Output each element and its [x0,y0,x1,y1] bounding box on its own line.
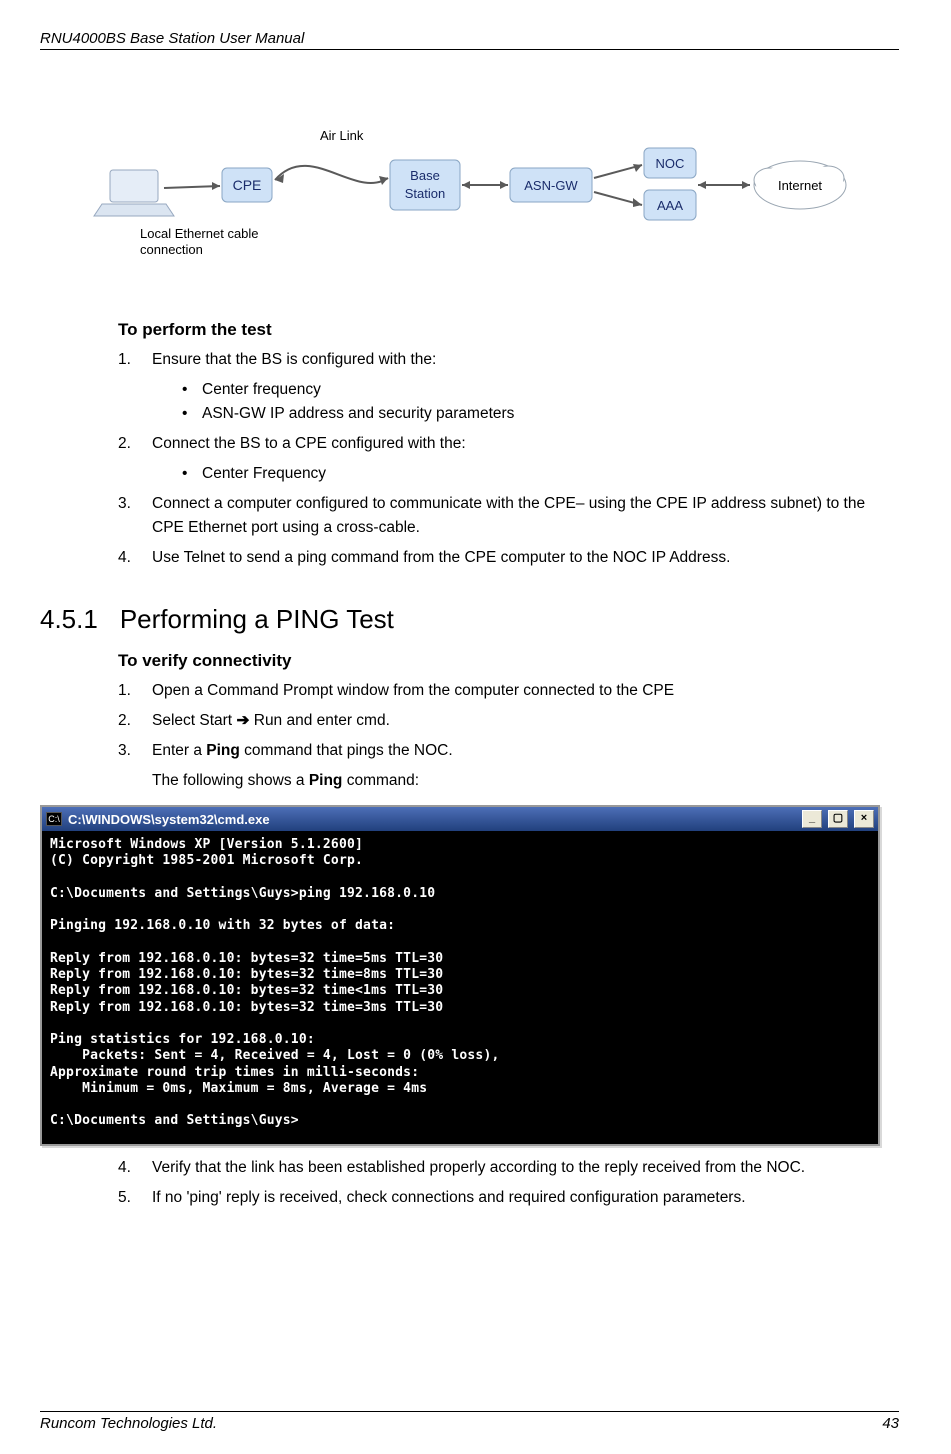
list-item: 2.Select Start ➔ Run and enter cmd. [118,709,899,733]
diagram-node-cpe: CPE [232,177,261,193]
diagram-node-internet: Internet [777,178,821,193]
list-item: 1.Ensure that the BS is configured with … [118,348,899,426]
header-rule [40,49,899,50]
ping-bold: Ping [206,742,240,759]
section-title: Performing a PING Test [120,604,394,635]
step-text: Verify that the link has been establishe… [152,1159,805,1176]
step-text: Ensure that the BS is configured with th… [152,351,436,368]
list-item: 4.Use Telnet to send a ping command from… [118,546,899,570]
list-item: 3.Connect a computer configured to commu… [118,492,899,540]
heading-perform-test: To perform the test [118,320,899,340]
cmd-window: C:\ C:\WINDOWS\system32\cmd.exe _ ▢ × Mi… [40,805,880,1146]
diagram-node-bs1: Base [410,168,440,183]
cmd-output: Microsoft Windows XP [Version 5.1.2600] … [42,831,878,1144]
footer-left: Runcom Technologies Ltd. [40,1415,217,1432]
list-item: 5.If no 'ping' reply is received, check … [118,1186,899,1210]
heading-verify-connectivity: To verify connectivity [118,651,899,671]
footer-rule [40,1411,899,1412]
window-close-button[interactable]: × [854,810,874,828]
step-text-a: Enter a [152,742,206,759]
steps-verify-cont: 4.Verify that the link has been establis… [118,1156,899,1210]
diagram-label-localeth: Local Ethernet cableconnection [140,226,259,257]
sub-text-a: The following shows a [152,772,309,789]
step-text-c: command that pings the NOC. [240,742,453,759]
section-number: 4.5.1 [40,604,98,635]
ping-bold: Ping [309,772,343,789]
step-text-a: Select Start [152,712,236,729]
page-footer: Runcom Technologies Ltd. 43 [40,1411,899,1432]
arrow-icon: ➔ [236,712,249,729]
step-text: If no 'ping' reply is received, check co… [152,1189,746,1206]
diagram-node-asn: ASN-GW [524,178,578,193]
step-text: Use Telnet to send a ping command from t… [152,549,730,566]
list-item: 3.Enter a Ping command that pings the NO… [118,739,899,793]
diagram-label-airlink: Air Link [320,128,364,143]
bullet-item: ASN-GW IP address and security parameter… [182,402,899,426]
cmd-system-icon[interactable]: C:\ [46,812,62,826]
step-text: Connect the BS to a CPE configured with … [152,435,466,452]
diagram-node-aaa: AAA [656,198,682,213]
cmd-titlebar: C:\ C:\WINDOWS\system32\cmd.exe _ ▢ × [42,807,878,831]
list-item: 1.Open a Command Prompt window from the … [118,679,899,703]
diagram-node-noc: NOC [655,156,684,171]
bullet-item: Center frequency [182,378,899,402]
window-minimize-button[interactable]: _ [802,810,822,828]
step-text-b: Run and enter cmd. [249,712,389,729]
doc-header-title: RNU4000BS Base Station User Manual [40,30,899,47]
network-diagram: Local Ethernet cableconnection CPE Air L… [40,110,899,280]
cmd-window-title: C:\WINDOWS\system32\cmd.exe [68,812,796,827]
footer-page-number: 43 [882,1415,899,1432]
step-text: Connect a computer configured to communi… [152,495,865,536]
diagram-node-bs2: Station [404,186,444,201]
steps-verify: 1.Open a Command Prompt window from the … [118,679,899,793]
steps-perform-test: 1.Ensure that the BS is configured with … [118,348,899,570]
window-maximize-button[interactable]: ▢ [828,810,848,828]
sub-text-c: command: [342,772,419,789]
laptop-icon [94,170,174,216]
list-item: 2.Connect the BS to a CPE configured wit… [118,432,899,486]
network-diagram-svg: Local Ethernet cableconnection CPE Air L… [70,110,870,280]
bullet-item: Center Frequency [182,462,899,486]
list-item: 4.Verify that the link has been establis… [118,1156,899,1180]
step-text: Open a Command Prompt window from the co… [152,682,674,699]
